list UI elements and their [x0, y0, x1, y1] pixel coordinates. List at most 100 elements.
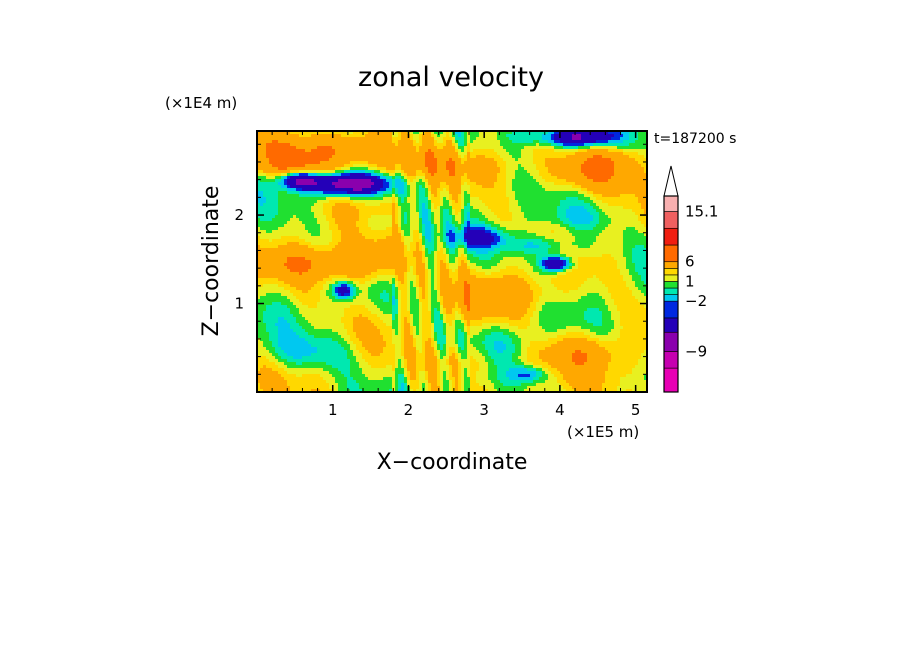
field-cell: [407, 227, 411, 231]
field-cell: [296, 209, 300, 213]
field-cell: [332, 206, 336, 210]
field-cell: [413, 140, 417, 144]
field-cell: [596, 239, 600, 243]
field-cell: [392, 218, 396, 222]
field-cell: [479, 197, 483, 201]
field-cell: [635, 221, 639, 225]
field-cell: [269, 155, 273, 159]
field-cell: [638, 227, 642, 231]
field-cell: [362, 146, 366, 150]
field-cell: [407, 176, 411, 180]
field-cell: [260, 140, 264, 144]
field-cell: [374, 176, 378, 180]
field-cell: [560, 176, 564, 180]
field-cell: [638, 221, 642, 225]
field-cell: [473, 233, 477, 237]
field-cell: [389, 236, 393, 240]
field-cell: [293, 203, 297, 207]
field-cell: [341, 140, 345, 144]
field-cell: [278, 137, 282, 141]
field-cell: [488, 140, 492, 144]
field-cell: [503, 230, 507, 234]
field-cell: [401, 149, 405, 153]
field-cell: [644, 233, 647, 237]
field-cell: [599, 158, 603, 162]
field-cell: [605, 143, 609, 147]
field-cell: [533, 227, 537, 231]
field-cell: [404, 236, 408, 240]
field-cell: [371, 146, 375, 150]
field-cell: [485, 218, 489, 222]
field-cell: [269, 176, 273, 180]
field-cell: [452, 152, 456, 156]
field-cell: [356, 188, 360, 192]
field-cell: [557, 152, 561, 156]
field-cell: [308, 143, 312, 147]
field-cell: [515, 146, 519, 150]
field-cell: [599, 134, 603, 138]
field-cell: [551, 236, 555, 240]
field-cell: [542, 131, 546, 135]
field-cell: [593, 170, 597, 174]
field-cell: [383, 221, 387, 225]
field-cell: [350, 239, 354, 243]
field-cell: [371, 221, 375, 225]
field-cell: [548, 152, 552, 156]
field-cell: [521, 203, 525, 207]
field-cell: [260, 236, 264, 240]
field-cell: [557, 236, 561, 240]
field-cell: [356, 164, 360, 168]
field-cell: [368, 245, 372, 249]
field-cell: [401, 182, 405, 186]
field-cell: [620, 215, 624, 219]
field-cell: [437, 173, 441, 177]
field-cell: [473, 164, 477, 168]
field-cell: [590, 137, 594, 141]
field-cell: [281, 230, 285, 234]
field-cell: [521, 176, 525, 180]
field-cell: [554, 203, 558, 207]
field-cell: [326, 188, 330, 192]
field-cell: [266, 179, 270, 183]
field-cell: [350, 140, 354, 144]
field-cell: [281, 140, 285, 144]
field-cell: [635, 158, 639, 162]
field-cell: [290, 230, 294, 234]
field-cell: [260, 224, 264, 228]
field-cell: [350, 188, 354, 192]
field-cell: [386, 242, 390, 246]
field-cell: [491, 137, 495, 141]
field-cell: [290, 239, 294, 243]
field-cell: [599, 233, 603, 237]
field-cell: [644, 152, 647, 156]
field-cell: [641, 131, 645, 135]
field-cell: [629, 179, 633, 183]
field-cell: [263, 182, 267, 186]
field-cell: [311, 215, 315, 219]
field-cell: [275, 152, 279, 156]
field-cell: [404, 179, 408, 183]
field-cell: [617, 131, 621, 135]
field-cell: [539, 146, 543, 150]
field-cell: [296, 176, 300, 180]
field-cell: [539, 239, 543, 243]
field-cell: [383, 185, 387, 189]
field-cell: [440, 164, 444, 168]
field-cell: [314, 221, 318, 225]
field-cell: [407, 146, 411, 150]
field-cell: [434, 185, 438, 189]
field-cell: [497, 200, 501, 204]
field-cell: [419, 176, 423, 180]
field-cell: [512, 131, 516, 135]
field-cell: [578, 170, 582, 174]
field-cell: [359, 161, 363, 165]
field-cell: [638, 236, 642, 240]
field-cell: [257, 218, 261, 222]
field-cell: [263, 134, 267, 138]
field-cell: [419, 239, 423, 243]
field-cell: [515, 230, 519, 234]
field-cell: [527, 161, 531, 165]
field-cell: [545, 149, 549, 153]
field-cell: [350, 179, 354, 183]
